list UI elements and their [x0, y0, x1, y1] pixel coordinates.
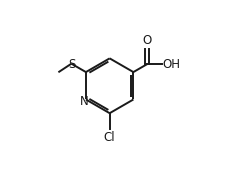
Text: OH: OH	[162, 58, 180, 71]
Text: N: N	[79, 95, 88, 108]
Text: O: O	[142, 35, 151, 48]
Text: S: S	[68, 58, 76, 71]
Text: Cl: Cl	[103, 131, 115, 144]
